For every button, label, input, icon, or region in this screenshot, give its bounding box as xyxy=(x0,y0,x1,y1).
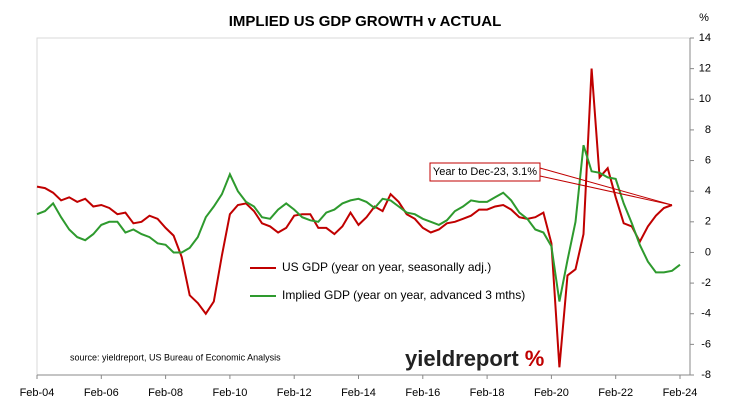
legend-label: Implied GDP (year on year, advanced 3 mt… xyxy=(282,288,525,302)
line-series xyxy=(36,68,673,368)
plot-frame xyxy=(36,37,691,376)
y-tick-label: 10 xyxy=(699,93,711,105)
y-tick-label: -8 xyxy=(701,369,711,381)
y-tick-label: 12 xyxy=(699,63,711,75)
y-tick-label: -4 xyxy=(701,308,711,320)
x-tick-label: Feb-06 xyxy=(84,387,119,399)
legend-label: US GDP (year on year, seasonally adj.) xyxy=(282,260,491,274)
y-tick-label: 6 xyxy=(705,154,711,166)
line-series xyxy=(36,144,681,302)
y-unit: % xyxy=(699,12,709,24)
annotation-leader xyxy=(539,167,673,206)
x-tick-label: Feb-16 xyxy=(405,387,440,399)
y-tick-label: 4 xyxy=(705,185,711,197)
y-tick-label: -6 xyxy=(701,338,711,350)
annotation-box xyxy=(429,162,541,182)
y-tick-label: 0 xyxy=(705,246,711,258)
x-tick-label: Feb-20 xyxy=(534,387,569,399)
x-tick-label: Feb-10 xyxy=(212,387,247,399)
y-tick-label: 14 xyxy=(699,32,711,44)
logo: yieldreport% xyxy=(405,346,544,371)
y-tick-label: 2 xyxy=(705,216,711,228)
chart-title: IMPLIED US GDP GROWTH v ACTUAL xyxy=(229,13,502,30)
logo-symbol: % xyxy=(525,346,545,371)
y-tick-label: 8 xyxy=(705,124,711,136)
x-tick-label: Feb-12 xyxy=(277,387,312,399)
annotation-leader xyxy=(539,175,673,206)
x-tick-label: Feb-04 xyxy=(20,387,55,399)
x-tick-label: Feb-22 xyxy=(598,387,633,399)
annotation: Year to Dec-23, 3.1% xyxy=(433,166,537,178)
source: source: yieldreport, US Bureau of Econom… xyxy=(70,352,281,362)
x-tick-label: Feb-08 xyxy=(148,387,183,399)
x-tick-label: Feb-24 xyxy=(663,387,698,399)
x-tick-label: Feb-18 xyxy=(470,387,505,399)
y-tick-label: -2 xyxy=(701,277,711,289)
logo-text: yieldreport xyxy=(405,346,519,371)
x-tick-label: Feb-14 xyxy=(341,387,376,399)
